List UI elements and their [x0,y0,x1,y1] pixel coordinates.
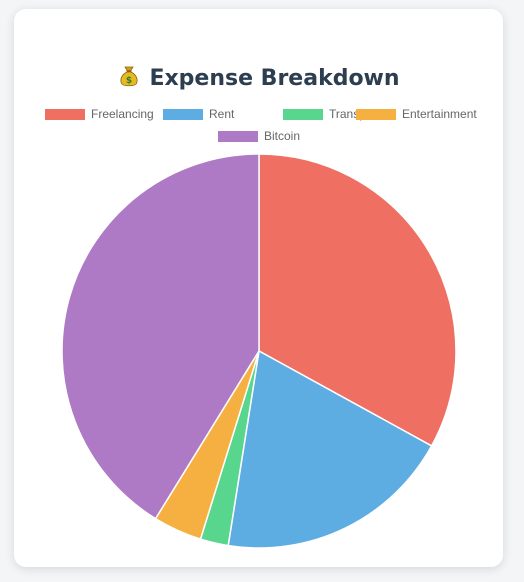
legend-swatch [45,108,85,120]
pie-slice-rent[interactable] [227,350,433,549]
chart-title: $ Expense Breakdown [14,64,503,94]
legend-swatch [163,108,203,120]
legend-item-entertainment[interactable]: Entertainment [356,106,477,122]
money-bag-icon: $ [120,66,138,87]
pie-slice-bitcoin[interactable] [61,153,260,520]
legend-label: Rent [209,107,235,121]
legend-item-rent[interactable]: Rent [163,106,234,122]
legend-swatch [283,108,323,120]
legend-label: Bitcoin [264,129,301,143]
chart-legend: Freelancing Rent Transport Entertainment Bit… [0,0,524,150]
legend-swatch [356,108,396,120]
legend-item-bitcoin[interactable]: Bitcoin [218,128,300,144]
legend-item-freelancing[interactable]: Freelancing [45,106,154,122]
svg-text:$: $ [126,76,132,86]
chart-title-text: Expense Breakdown [149,66,400,91]
legend-label: Freelancing [91,107,154,121]
legend-swatch [218,130,258,142]
legend-label: Entertainment [402,107,477,121]
pie-slice-freelancing[interactable] [258,153,457,447]
